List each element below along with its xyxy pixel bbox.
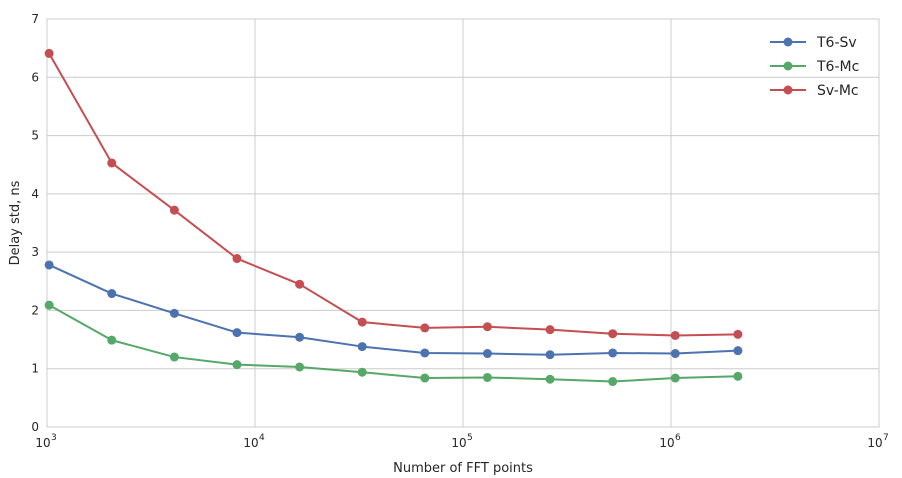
x-axis-ticks: 10 3 10 4 10 5 10 6 10 7	[35, 433, 888, 450]
data-point	[44, 48, 54, 58]
plot-frame	[46, 18, 880, 428]
data-point	[482, 372, 492, 382]
data-point	[169, 352, 179, 362]
legend-label: T6-Mc	[816, 59, 859, 75]
y-tick-label: 6	[31, 70, 39, 84]
data-point	[670, 373, 680, 383]
series-group	[44, 48, 743, 387]
x-tick-base: 10	[243, 436, 258, 450]
data-point	[608, 329, 618, 339]
data-point	[733, 371, 743, 381]
data-point	[107, 335, 117, 345]
y-tick-label: 2	[31, 303, 39, 317]
data-point	[295, 332, 305, 342]
series-t6-sv	[44, 260, 743, 360]
data-point	[44, 260, 54, 270]
series-line	[48, 264, 738, 356]
data-point	[420, 373, 430, 383]
data-point	[545, 325, 555, 335]
x-tick-label: 10 6	[659, 433, 681, 450]
data-point	[608, 348, 618, 358]
x-tick-exponent: 6	[675, 433, 681, 443]
x-tick-exponent: 3	[51, 433, 57, 443]
data-point	[545, 374, 555, 384]
x-tick-base: 10	[451, 436, 466, 450]
x-tick-exponent: 7	[883, 433, 889, 443]
y-tick-label: 5	[31, 129, 39, 143]
data-point	[733, 346, 743, 356]
data-point	[733, 329, 743, 339]
x-tick-base: 10	[659, 436, 674, 450]
legend-swatch-marker	[783, 61, 793, 71]
series-line	[48, 52, 738, 337]
x-tick-label: 10 4	[243, 433, 265, 450]
data-point	[107, 158, 117, 168]
data-point	[357, 317, 367, 327]
legend-entry: T6-Mc	[770, 59, 859, 75]
x-tick-label: 10 7	[867, 433, 888, 450]
data-point	[169, 205, 179, 215]
data-point	[295, 362, 305, 372]
legend: T6-Sv T6-Mc Sv-Mc	[770, 35, 859, 99]
y-tick-label: 0	[31, 420, 39, 434]
data-point	[357, 367, 367, 377]
grid	[46, 18, 880, 428]
data-point	[420, 348, 430, 358]
data-point	[482, 322, 492, 332]
data-point	[295, 279, 305, 289]
data-point	[232, 328, 242, 338]
legend-swatch-marker	[783, 85, 793, 95]
y-axis-label: Delay std, ns	[8, 180, 23, 265]
y-tick-label: 1	[31, 362, 39, 376]
y-tick-label: 3	[31, 245, 39, 259]
series-sv-mc	[44, 48, 743, 340]
data-point	[169, 308, 179, 318]
legend-label: T6-Sv	[816, 35, 857, 51]
legend-label: Sv-Mc	[817, 83, 859, 99]
x-tick-base: 10	[867, 436, 882, 450]
data-point	[44, 300, 54, 310]
data-point	[420, 323, 430, 333]
x-tick-exponent: 5	[467, 433, 473, 443]
data-point	[670, 330, 680, 340]
y-axis-ticks: 0 1 2 3 4 5 6 7	[31, 12, 39, 434]
data-point	[232, 360, 242, 370]
x-tick-exponent: 4	[259, 433, 265, 443]
data-point	[482, 349, 492, 359]
y-tick-label: 7	[31, 12, 39, 26]
legend-entry: Sv-Mc	[770, 83, 859, 99]
data-point	[545, 350, 555, 360]
legend-entry: T6-Sv	[770, 35, 857, 51]
x-tick-label: 10 5	[451, 433, 472, 450]
data-point	[357, 342, 367, 352]
y-tick-label: 4	[31, 187, 39, 201]
data-point	[232, 254, 242, 264]
series-line	[48, 304, 738, 383]
data-point	[608, 377, 618, 387]
x-tick-label: 10 3	[35, 433, 56, 450]
x-tick-base: 10	[35, 436, 50, 450]
x-axis-label: Number of FFT points	[393, 461, 533, 476]
data-point	[107, 289, 117, 299]
data-point	[670, 349, 680, 359]
legend-swatch-marker	[783, 37, 793, 47]
series-t6-mc	[44, 300, 743, 387]
